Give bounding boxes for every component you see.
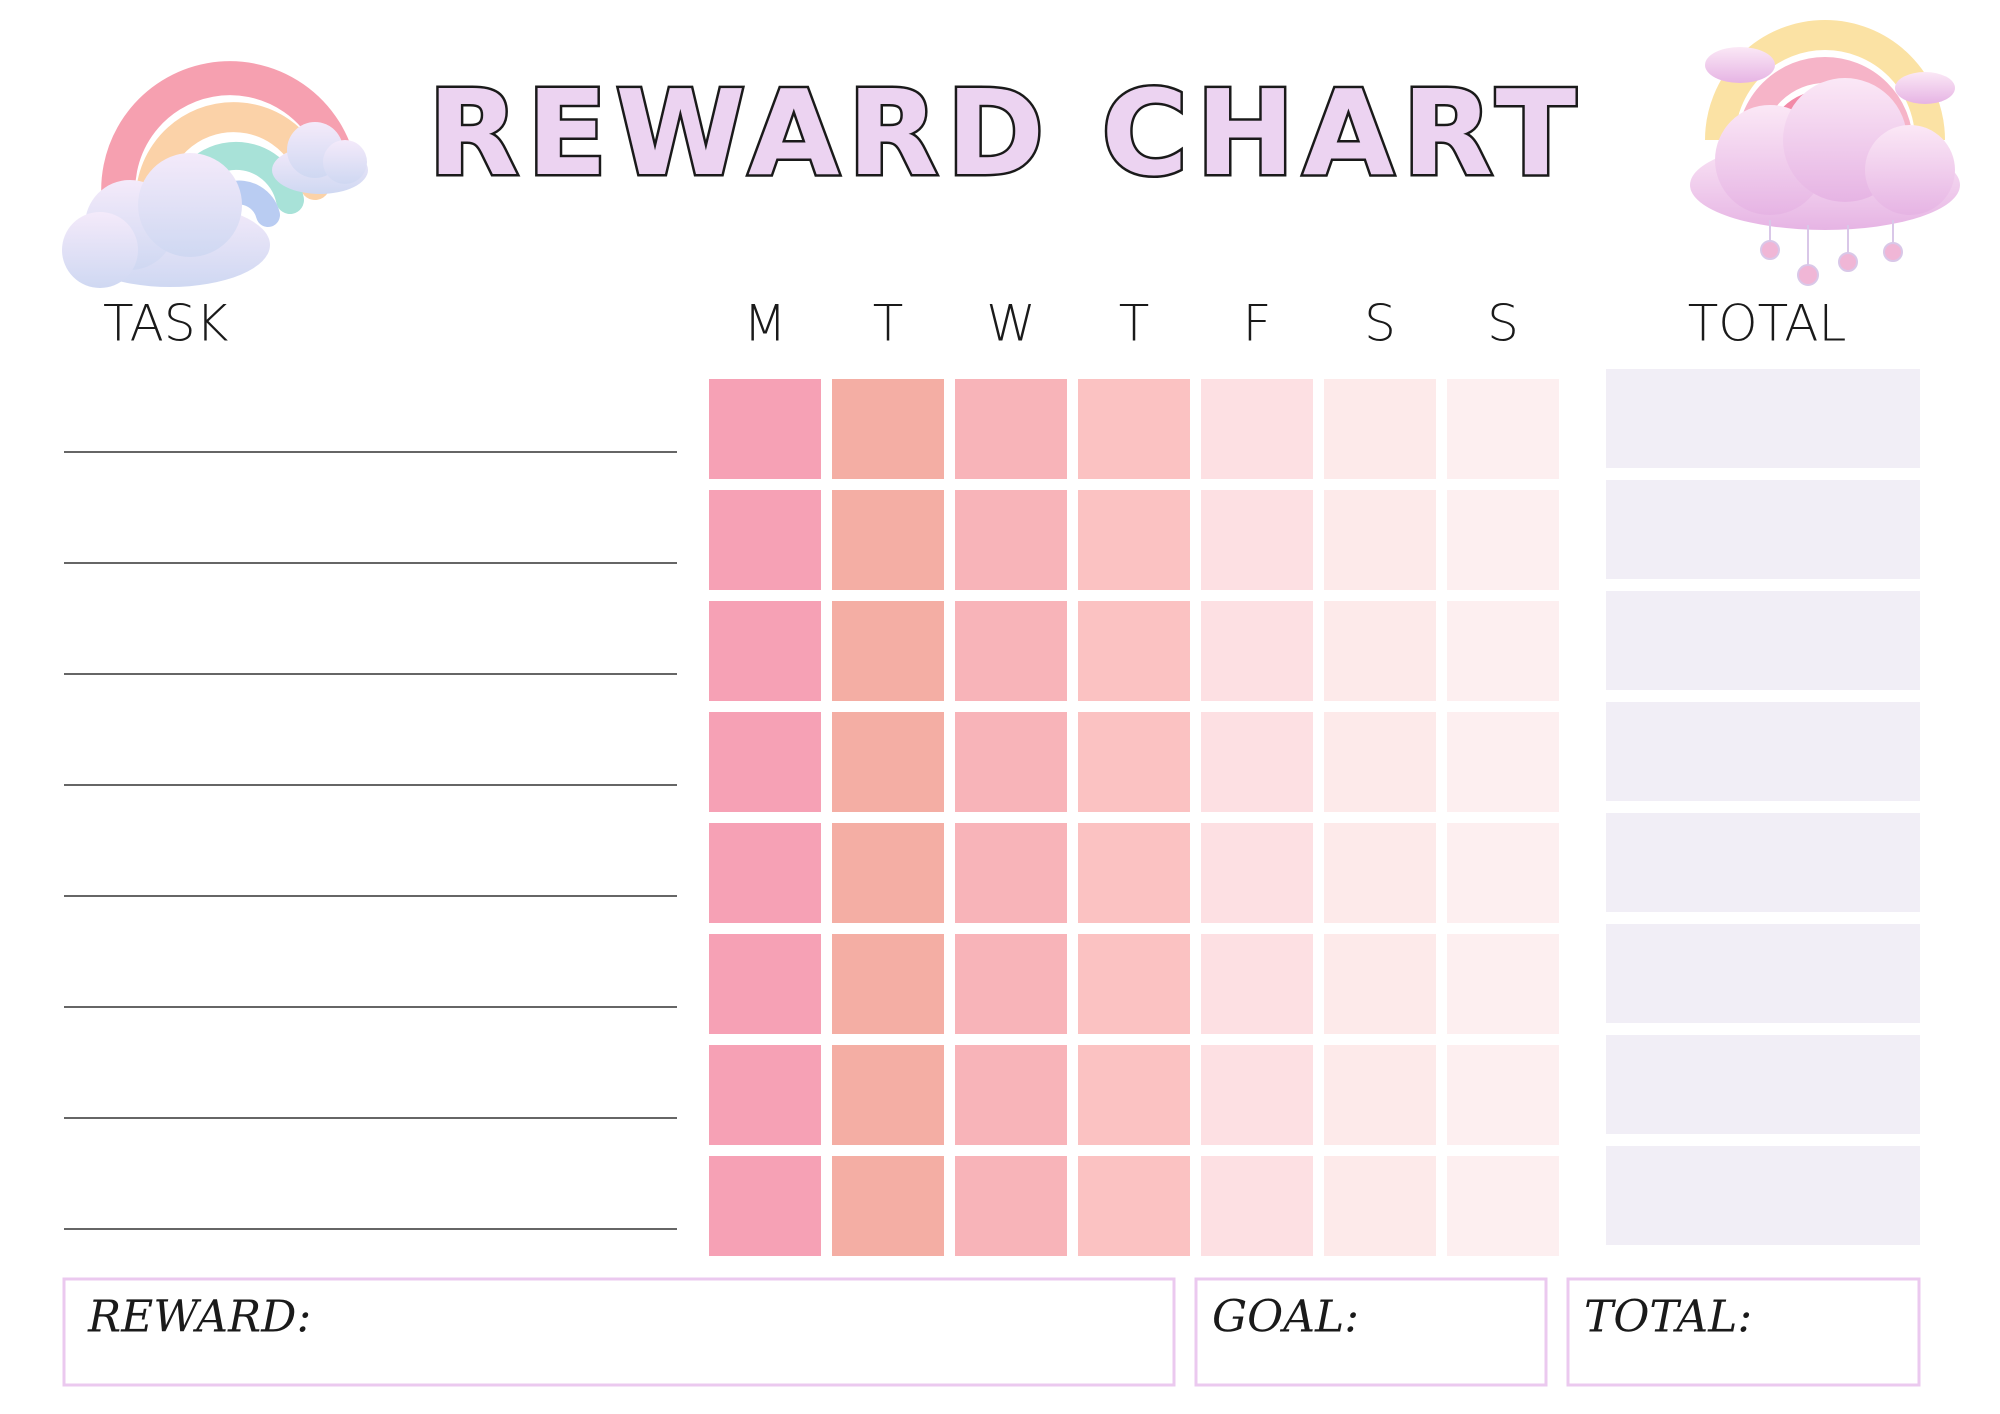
day-cell bbox=[1324, 712, 1436, 812]
day-header: W bbox=[986, 295, 1035, 353]
footer bbox=[62, 1277, 1921, 1387]
day-cell bbox=[955, 1045, 1067, 1145]
day-cell bbox=[1201, 1156, 1313, 1256]
goal-label: GOAL: bbox=[1212, 1292, 1359, 1343]
day-header: T bbox=[873, 295, 904, 353]
day-cell bbox=[832, 934, 944, 1034]
cloud-left bbox=[62, 122, 368, 288]
day-cell bbox=[832, 823, 944, 923]
day-header: S bbox=[1487, 295, 1519, 353]
reward-label: REWARD: bbox=[87, 1292, 311, 1343]
day-cell bbox=[1447, 601, 1559, 701]
day-cell bbox=[955, 379, 1067, 479]
day-cell bbox=[1447, 1156, 1559, 1256]
day-cell bbox=[832, 601, 944, 701]
day-cell bbox=[1324, 934, 1436, 1034]
day-cell bbox=[1078, 1156, 1190, 1256]
day-cell bbox=[955, 934, 1067, 1034]
day-header: M bbox=[743, 295, 786, 353]
day-cell bbox=[1078, 934, 1190, 1034]
day-cell bbox=[1201, 1045, 1313, 1145]
day-header: F bbox=[1243, 295, 1272, 353]
day-cell bbox=[1324, 379, 1436, 479]
goal-box bbox=[1194, 1277, 1548, 1387]
day-cell bbox=[1078, 712, 1190, 812]
day-header: T bbox=[1119, 295, 1150, 353]
day-cell bbox=[1324, 601, 1436, 701]
total-box bbox=[1566, 1277, 1921, 1387]
total-header: TOTAL bbox=[1688, 295, 1847, 353]
total-cell bbox=[1606, 480, 1920, 579]
day-cell bbox=[955, 712, 1067, 812]
day-cell bbox=[1447, 379, 1559, 479]
day-cell bbox=[955, 823, 1067, 923]
day-cell bbox=[832, 712, 944, 812]
day-cell bbox=[955, 1156, 1067, 1256]
day-cell bbox=[1324, 1045, 1436, 1145]
total-cell bbox=[1606, 924, 1920, 1023]
total-cell bbox=[1606, 591, 1920, 690]
day-cell bbox=[955, 601, 1067, 701]
day-cell bbox=[709, 823, 821, 923]
reward-box bbox=[62, 1277, 1176, 1387]
day-cell bbox=[955, 490, 1067, 590]
day-cell bbox=[1324, 490, 1436, 590]
day-cell bbox=[1447, 490, 1559, 590]
chart-title: REWARD CHART bbox=[428, 64, 1584, 202]
day-cell bbox=[1201, 601, 1313, 701]
total-cell bbox=[1606, 702, 1920, 801]
day-cell bbox=[832, 379, 944, 479]
day-header: S bbox=[1364, 295, 1396, 353]
day-cell bbox=[1078, 823, 1190, 923]
day-cell bbox=[832, 490, 944, 590]
day-cell bbox=[1324, 823, 1436, 923]
total-cell bbox=[1606, 1035, 1920, 1134]
day-cell bbox=[1078, 379, 1190, 479]
total-cell bbox=[1606, 1146, 1920, 1245]
day-cell bbox=[709, 379, 821, 479]
day-cell bbox=[1078, 1045, 1190, 1145]
day-cell bbox=[709, 1156, 821, 1256]
day-cell bbox=[709, 934, 821, 1034]
total-cell bbox=[1606, 813, 1920, 912]
day-cell bbox=[709, 712, 821, 812]
day-cell bbox=[1201, 712, 1313, 812]
day-cell bbox=[1447, 934, 1559, 1034]
day-cell bbox=[1078, 490, 1190, 590]
day-cell bbox=[1201, 379, 1313, 479]
day-cell bbox=[832, 1045, 944, 1145]
day-cell bbox=[1078, 601, 1190, 701]
cloud-right bbox=[1690, 47, 1960, 230]
tracking-grid bbox=[64, 369, 1920, 1256]
day-cell bbox=[709, 1045, 821, 1145]
task-header: TASK bbox=[103, 295, 229, 353]
day-cell bbox=[709, 601, 821, 701]
day-cell bbox=[1201, 823, 1313, 923]
day-cell bbox=[1447, 1045, 1559, 1145]
total-label: TOTAL: bbox=[1584, 1292, 1752, 1343]
total-cell bbox=[1606, 369, 1920, 468]
day-cell bbox=[709, 490, 821, 590]
hanging-stars bbox=[1760, 220, 1903, 286]
day-cell bbox=[1447, 712, 1559, 812]
day-cell bbox=[832, 1156, 944, 1256]
day-cell bbox=[1324, 1156, 1436, 1256]
day-cell bbox=[1447, 823, 1559, 923]
day-cell bbox=[1201, 490, 1313, 590]
day-cell bbox=[1201, 934, 1313, 1034]
